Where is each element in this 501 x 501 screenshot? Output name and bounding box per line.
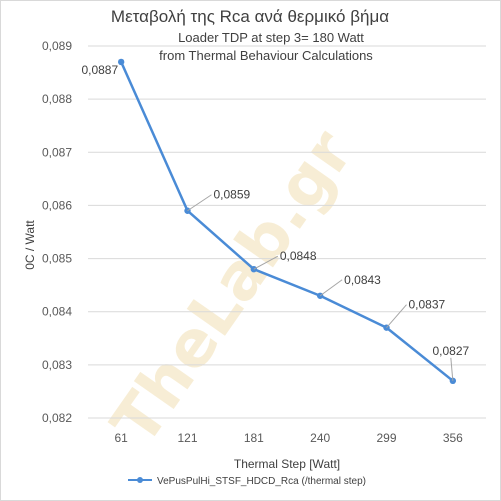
x-tick-labels: 61 121 181 240 299 356 xyxy=(114,431,463,445)
data-label-leader xyxy=(450,357,454,381)
data-label: 0,0859 xyxy=(214,188,251,202)
data-point[interactable] xyxy=(117,58,125,66)
y-tick-label: 0,086 xyxy=(42,198,72,212)
data-label: 0,0848 xyxy=(280,249,317,263)
legend-label: VePusPulHi_STSF_HDCD_Rca (/thermal step) xyxy=(157,476,366,487)
x-tick-label: 181 xyxy=(244,431,264,445)
x-tick-label: 299 xyxy=(376,431,396,445)
y-tick-label: 0,087 xyxy=(42,145,72,159)
data-label-leader xyxy=(187,194,212,212)
data-label: 0,0843 xyxy=(344,273,381,287)
data-label: 0,0887 xyxy=(81,63,118,77)
y-tick-label: 0,082 xyxy=(42,411,72,425)
data-label-leader xyxy=(319,279,343,297)
y-axis-label: 0C / Watt xyxy=(23,220,37,270)
x-axis-label: Thermal Step [Watt] xyxy=(234,457,340,471)
y-tick-labels: 0,082 0,083 0,084 0,085 0,086 0,087 0,088 0,089 xyxy=(42,39,72,425)
legend[interactable]: VePusPulHi_STSF_HDCD_Rca (/thermal step) xyxy=(128,476,366,487)
chart-subtitle-line-1: Loader TDP at step 3= 180 Watt xyxy=(178,30,364,45)
x-tick-label: 240 xyxy=(310,431,330,445)
y-tick-label: 0,084 xyxy=(42,305,72,319)
data-label: 0,0827 xyxy=(432,344,469,358)
data-label-leader xyxy=(386,304,407,328)
y-tick-label: 0,083 xyxy=(42,358,72,372)
gridlines xyxy=(88,45,486,419)
y-tick-label: 0,089 xyxy=(42,39,72,53)
watermark: TheLab.gr xyxy=(98,117,368,458)
chart-title: Μεταβολή της Rca ανά θερμικό βήμα xyxy=(111,7,389,26)
y-tick-label: 0,088 xyxy=(42,92,72,106)
chart-subtitle-line-2: from Thermal Behaviour Calculations xyxy=(159,48,373,63)
data-label-leader xyxy=(253,255,279,270)
x-tick-label: 356 xyxy=(443,431,463,445)
x-tick-label: 61 xyxy=(114,431,128,445)
series-line xyxy=(120,61,454,382)
data-labels: 0,0887 0,0859 0,0848 0,0843 0,0837 0,0827 xyxy=(81,63,470,381)
x-tick-label: 121 xyxy=(177,431,197,445)
y-tick-label: 0,085 xyxy=(42,252,72,266)
data-label: 0,0837 xyxy=(409,298,446,312)
legend-marker-dot xyxy=(137,477,143,483)
